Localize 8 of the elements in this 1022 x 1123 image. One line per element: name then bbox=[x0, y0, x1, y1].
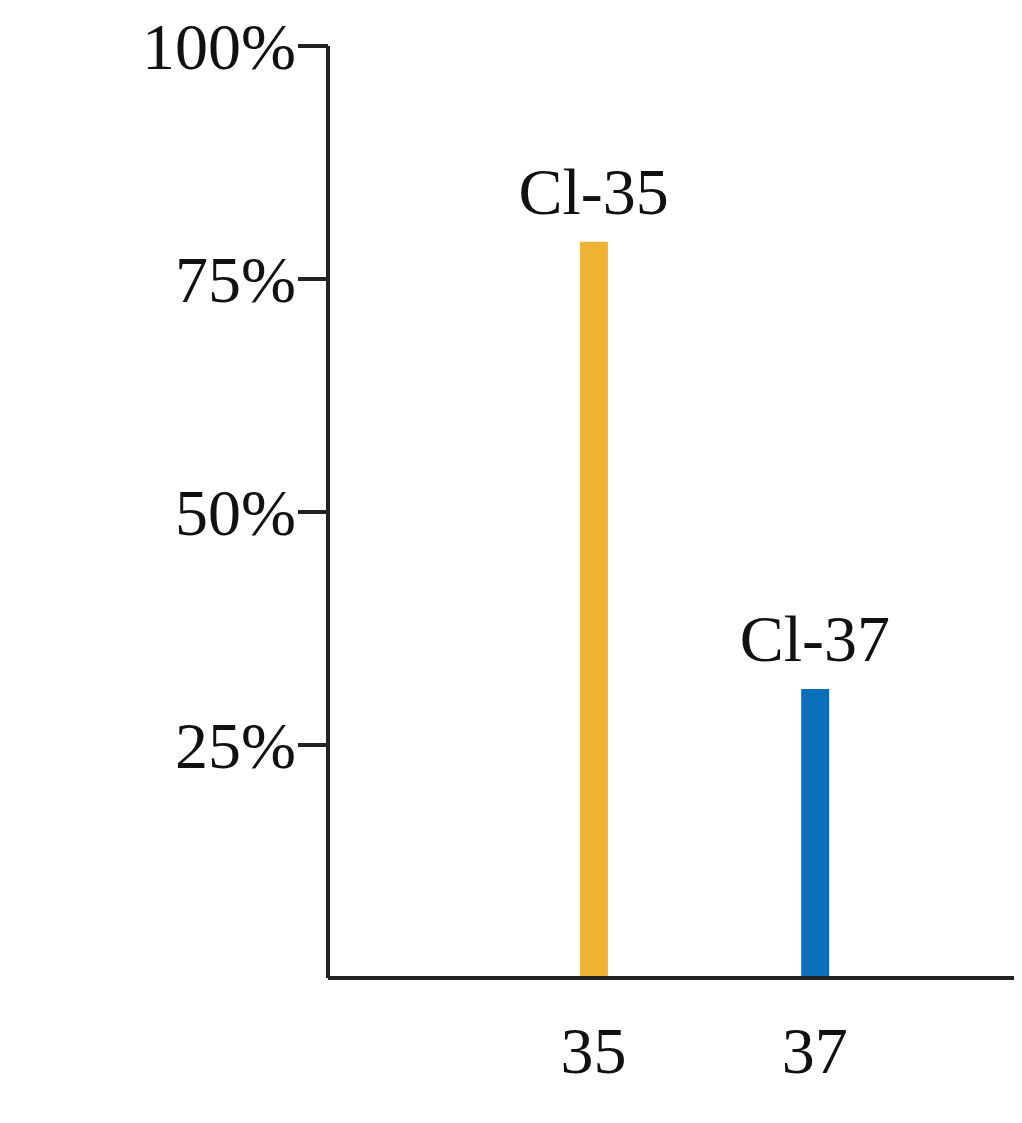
y-tick-label: 50% bbox=[175, 476, 296, 550]
y-tick-label: 75% bbox=[175, 243, 296, 317]
x-tick-label: 37 bbox=[781, 1013, 848, 1087]
y-tick-label: 100% bbox=[142, 10, 296, 84]
annotation: Cl-37 bbox=[739, 602, 891, 676]
annotation: Cl-35 bbox=[518, 154, 669, 228]
x-tick-label: 35 bbox=[560, 1013, 627, 1087]
y-tick-label: 25% bbox=[175, 709, 296, 783]
